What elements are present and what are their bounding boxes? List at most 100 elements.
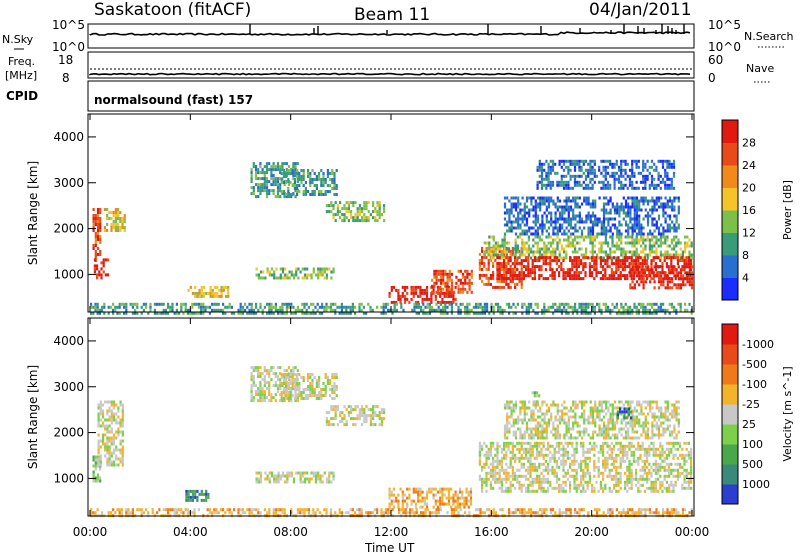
data-cell xyxy=(589,165,592,169)
data-cell xyxy=(572,199,575,203)
data-cell xyxy=(545,196,548,200)
data-cell xyxy=(478,456,481,460)
data-cell xyxy=(276,378,280,382)
data-cell xyxy=(519,235,522,239)
data-cell xyxy=(652,259,655,263)
data-cell xyxy=(492,285,495,289)
noise-panel-frame xyxy=(87,23,695,49)
data-cell xyxy=(466,281,469,285)
data-cell xyxy=(298,190,301,193)
data-cell xyxy=(618,247,621,251)
data-cell xyxy=(455,302,458,306)
data-cell xyxy=(448,272,451,276)
data-cell xyxy=(529,441,532,445)
data-cell xyxy=(651,220,654,224)
data-cell xyxy=(670,186,673,190)
data-cell xyxy=(536,441,539,445)
data-cell xyxy=(547,489,550,493)
data-cell xyxy=(465,502,468,506)
data-cell xyxy=(107,305,110,309)
data-cell xyxy=(534,205,537,209)
data-cell xyxy=(613,217,617,221)
data-cell xyxy=(358,417,361,421)
data-cell xyxy=(345,311,348,315)
data-cell xyxy=(514,311,517,315)
data-cell xyxy=(457,269,460,273)
data-cell xyxy=(580,232,584,236)
data-cell xyxy=(528,229,531,233)
data-cell xyxy=(538,474,541,478)
data-cell xyxy=(104,258,107,262)
data-cell xyxy=(556,171,559,175)
data-cell xyxy=(503,241,506,245)
data-cell xyxy=(630,274,633,278)
data-cell xyxy=(314,273,318,277)
data-cell xyxy=(567,208,570,212)
data-cell xyxy=(520,282,523,286)
data-cell xyxy=(335,385,338,388)
data-cell xyxy=(328,411,331,415)
data-cell xyxy=(478,252,481,256)
data-cell xyxy=(671,286,674,290)
data-cell xyxy=(604,302,607,306)
data-cell xyxy=(103,305,106,309)
data-cell xyxy=(347,405,350,409)
data-cell xyxy=(668,277,671,281)
data-cell xyxy=(690,241,693,245)
station-title: Saskatoon (fitACF) xyxy=(94,0,251,20)
data-cell xyxy=(574,223,577,227)
data-cell xyxy=(675,226,678,230)
data-cell xyxy=(376,219,379,223)
data-cell xyxy=(501,311,504,315)
data-cell xyxy=(635,241,638,245)
data-cell xyxy=(454,297,457,301)
data-cell xyxy=(189,311,192,315)
data-cell xyxy=(434,297,437,301)
data-cell xyxy=(582,159,585,163)
data-cell xyxy=(591,244,594,248)
data-cell xyxy=(588,262,591,266)
data-cell xyxy=(615,162,618,166)
data-cell xyxy=(448,287,451,291)
data-cell xyxy=(283,393,286,397)
data-cell xyxy=(588,480,591,484)
data-cell xyxy=(112,451,116,455)
data-cell xyxy=(178,311,181,315)
data-cell xyxy=(593,162,596,166)
data-cell xyxy=(637,259,640,263)
data-cell xyxy=(503,250,506,254)
data-cell xyxy=(624,262,627,266)
data-cell xyxy=(487,456,490,460)
data-cell xyxy=(516,441,519,445)
data-cell xyxy=(552,302,555,306)
data-cell xyxy=(97,421,100,425)
data-cell xyxy=(586,480,589,484)
data-cell xyxy=(595,265,598,269)
data-cell xyxy=(350,417,353,421)
data-cell xyxy=(633,302,636,306)
data-cell xyxy=(489,486,492,490)
data-cell xyxy=(523,217,526,221)
data-cell xyxy=(200,285,203,289)
data-cell xyxy=(561,214,564,218)
data-cell xyxy=(417,487,420,491)
data-cell xyxy=(437,287,440,291)
data-cell xyxy=(549,180,552,184)
data-cell xyxy=(284,474,287,478)
data-cell xyxy=(328,420,331,424)
data-cell xyxy=(380,213,383,217)
data-cell xyxy=(567,159,570,163)
data-cell xyxy=(540,177,544,181)
data-cell xyxy=(328,210,331,214)
data-cell xyxy=(92,217,95,220)
data-cell xyxy=(265,387,269,391)
data-cell xyxy=(618,229,621,233)
data-cell xyxy=(567,183,570,187)
data-cell xyxy=(591,447,594,451)
data-cell xyxy=(505,468,508,472)
data-cell xyxy=(274,165,277,169)
data-cell xyxy=(639,256,642,260)
data-cell xyxy=(99,220,102,223)
data-cell xyxy=(545,250,548,254)
data-cell xyxy=(642,202,645,206)
